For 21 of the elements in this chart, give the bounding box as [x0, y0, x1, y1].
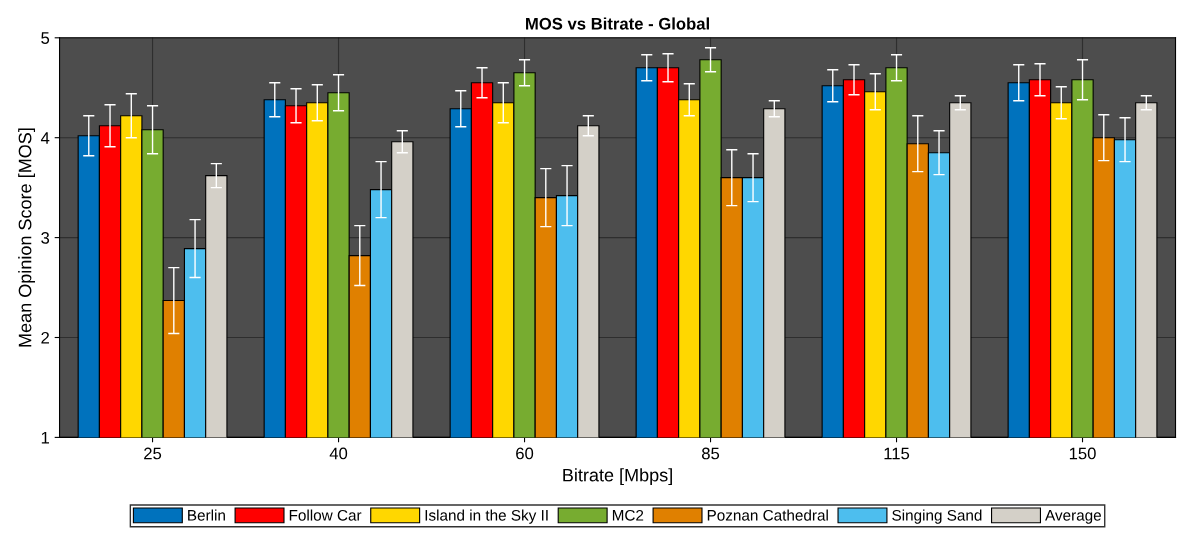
y-tick-label: 2 [41, 331, 49, 344]
y-tick-label: 3 [41, 232, 50, 244]
x-tick-label: 40 [329, 447, 348, 460]
legend-label: MC2 [612, 509, 644, 521]
legend-label: Average [1045, 510, 1101, 524]
chart-title: MOS vs Bitrate - Global [526, 17, 709, 30]
legend-label: Berlin [188, 509, 225, 521]
x-tick-label: 115 [884, 447, 910, 460]
legend-label: Poznan Cathedral [707, 509, 828, 521]
legend-label: Island in the Sky II [425, 509, 548, 524]
y-tick-label: 4 [40, 132, 50, 144]
x-tick-label: 25 [144, 447, 162, 460]
x-tick-label: 150 [1069, 447, 1096, 460]
y-axis-title: Mean Opinion Score [MOS] [18, 128, 35, 347]
y-tick-label: 5 [41, 32, 50, 44]
y-tick-label: 1 [41, 431, 50, 444]
x-tick-label: 60 [516, 447, 534, 460]
legend-label: Singing Sand [892, 509, 982, 524]
x-axis-title: Bitrate [Mbps] [563, 468, 672, 486]
legend-label: Follow Car [289, 509, 362, 521]
x-tick-label: 85 [701, 447, 720, 460]
